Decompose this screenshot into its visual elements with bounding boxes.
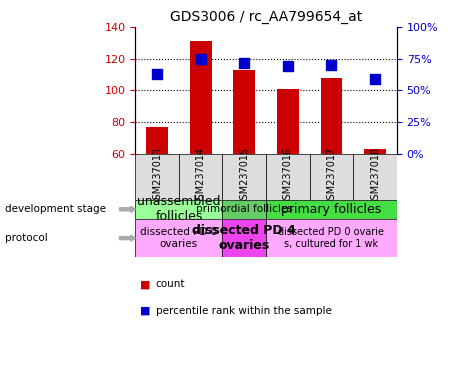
Point <box>284 63 291 70</box>
Text: unassembled
follicles: unassembled follicles <box>137 195 221 223</box>
Text: GSM237014: GSM237014 <box>196 147 206 206</box>
Text: protocol: protocol <box>5 233 47 243</box>
Text: GSM237015: GSM237015 <box>239 147 249 206</box>
Text: percentile rank within the sample: percentile rank within the sample <box>156 306 331 316</box>
Bar <box>146 127 168 154</box>
Bar <box>310 154 353 200</box>
Point <box>241 60 248 66</box>
Point <box>153 71 161 78</box>
Bar <box>135 200 222 219</box>
Text: GSM237018: GSM237018 <box>370 147 380 206</box>
Text: dissected PD 4
ovaries: dissected PD 4 ovaries <box>193 224 296 252</box>
Text: primordial follicles: primordial follicles <box>196 204 293 214</box>
Point <box>328 62 335 68</box>
Bar <box>135 154 179 200</box>
Text: dissected PD 0 ovarie
s, cultured for 1 wk: dissected PD 0 ovarie s, cultured for 1 … <box>278 227 385 249</box>
Bar <box>179 154 222 200</box>
Bar <box>364 149 386 154</box>
Text: GSM237017: GSM237017 <box>327 147 336 206</box>
Text: ■: ■ <box>140 306 150 316</box>
Point <box>197 56 204 62</box>
Bar <box>266 219 397 257</box>
Bar <box>222 200 266 219</box>
Text: primary follicles: primary follicles <box>281 203 382 216</box>
Text: ■: ■ <box>140 279 150 289</box>
Bar <box>266 200 397 219</box>
Bar <box>353 154 397 200</box>
Bar <box>222 154 266 200</box>
Text: GSM237016: GSM237016 <box>283 147 293 206</box>
Bar <box>321 78 342 154</box>
Text: development stage: development stage <box>5 204 106 214</box>
Text: dissected PD 0
ovaries: dissected PD 0 ovaries <box>140 227 217 249</box>
Point <box>372 76 379 82</box>
Bar <box>234 70 255 154</box>
Bar <box>135 219 222 257</box>
Bar <box>190 41 212 154</box>
Bar <box>266 154 310 200</box>
Text: count: count <box>156 279 185 289</box>
Bar <box>222 219 266 257</box>
Text: GSM237013: GSM237013 <box>152 147 162 206</box>
Title: GDS3006 / rc_AA799654_at: GDS3006 / rc_AA799654_at <box>170 10 362 25</box>
Bar <box>277 89 299 154</box>
